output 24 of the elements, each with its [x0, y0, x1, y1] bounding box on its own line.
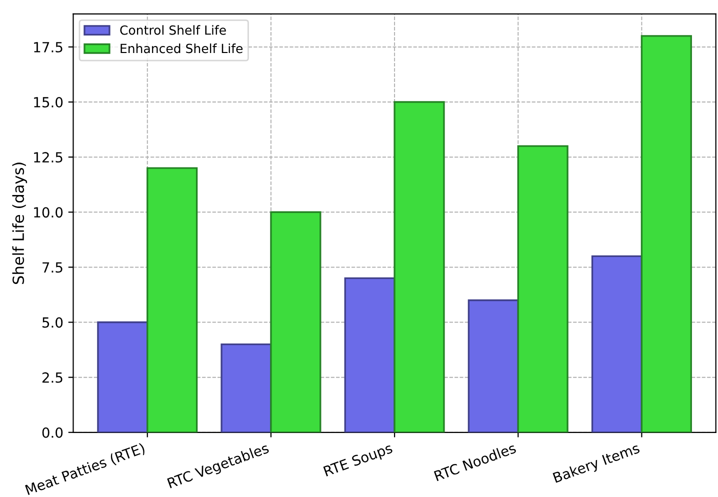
- bar: [394, 101, 445, 432]
- bar: [146, 167, 198, 432]
- bar: [270, 211, 322, 432]
- y-tick-label: 7.5: [42, 262, 62, 273]
- bar: [97, 321, 148, 432]
- bar: [517, 145, 568, 432]
- bar: [344, 277, 396, 432]
- y-axis-title: Shelf Life (days): [12, 162, 28, 284]
- y-tick-label: 17.5: [34, 42, 62, 52]
- y-tick-label: 12.5: [34, 152, 62, 163]
- x-tick-label: Meat Patties (RTE): [24, 442, 146, 497]
- y-tick-label: 5.0: [42, 317, 63, 328]
- legend-label: Enhanced Shelf Life: [120, 44, 243, 54]
- bar: [468, 299, 519, 432]
- y-tick-label: 15.0: [34, 96, 63, 108]
- legend-label: Control Shelf Life: [120, 25, 226, 35]
- bar: [640, 35, 692, 432]
- y-tick-label: 10.0: [34, 207, 63, 218]
- x-tick-label: RTE Soups: [323, 442, 394, 480]
- x-tick-label: Bakery Items: [552, 442, 642, 486]
- bar: [591, 255, 643, 432]
- y-tick-label: 0.0: [42, 427, 63, 438]
- y-tick-label: 2.5: [42, 372, 62, 383]
- bar: [220, 343, 272, 432]
